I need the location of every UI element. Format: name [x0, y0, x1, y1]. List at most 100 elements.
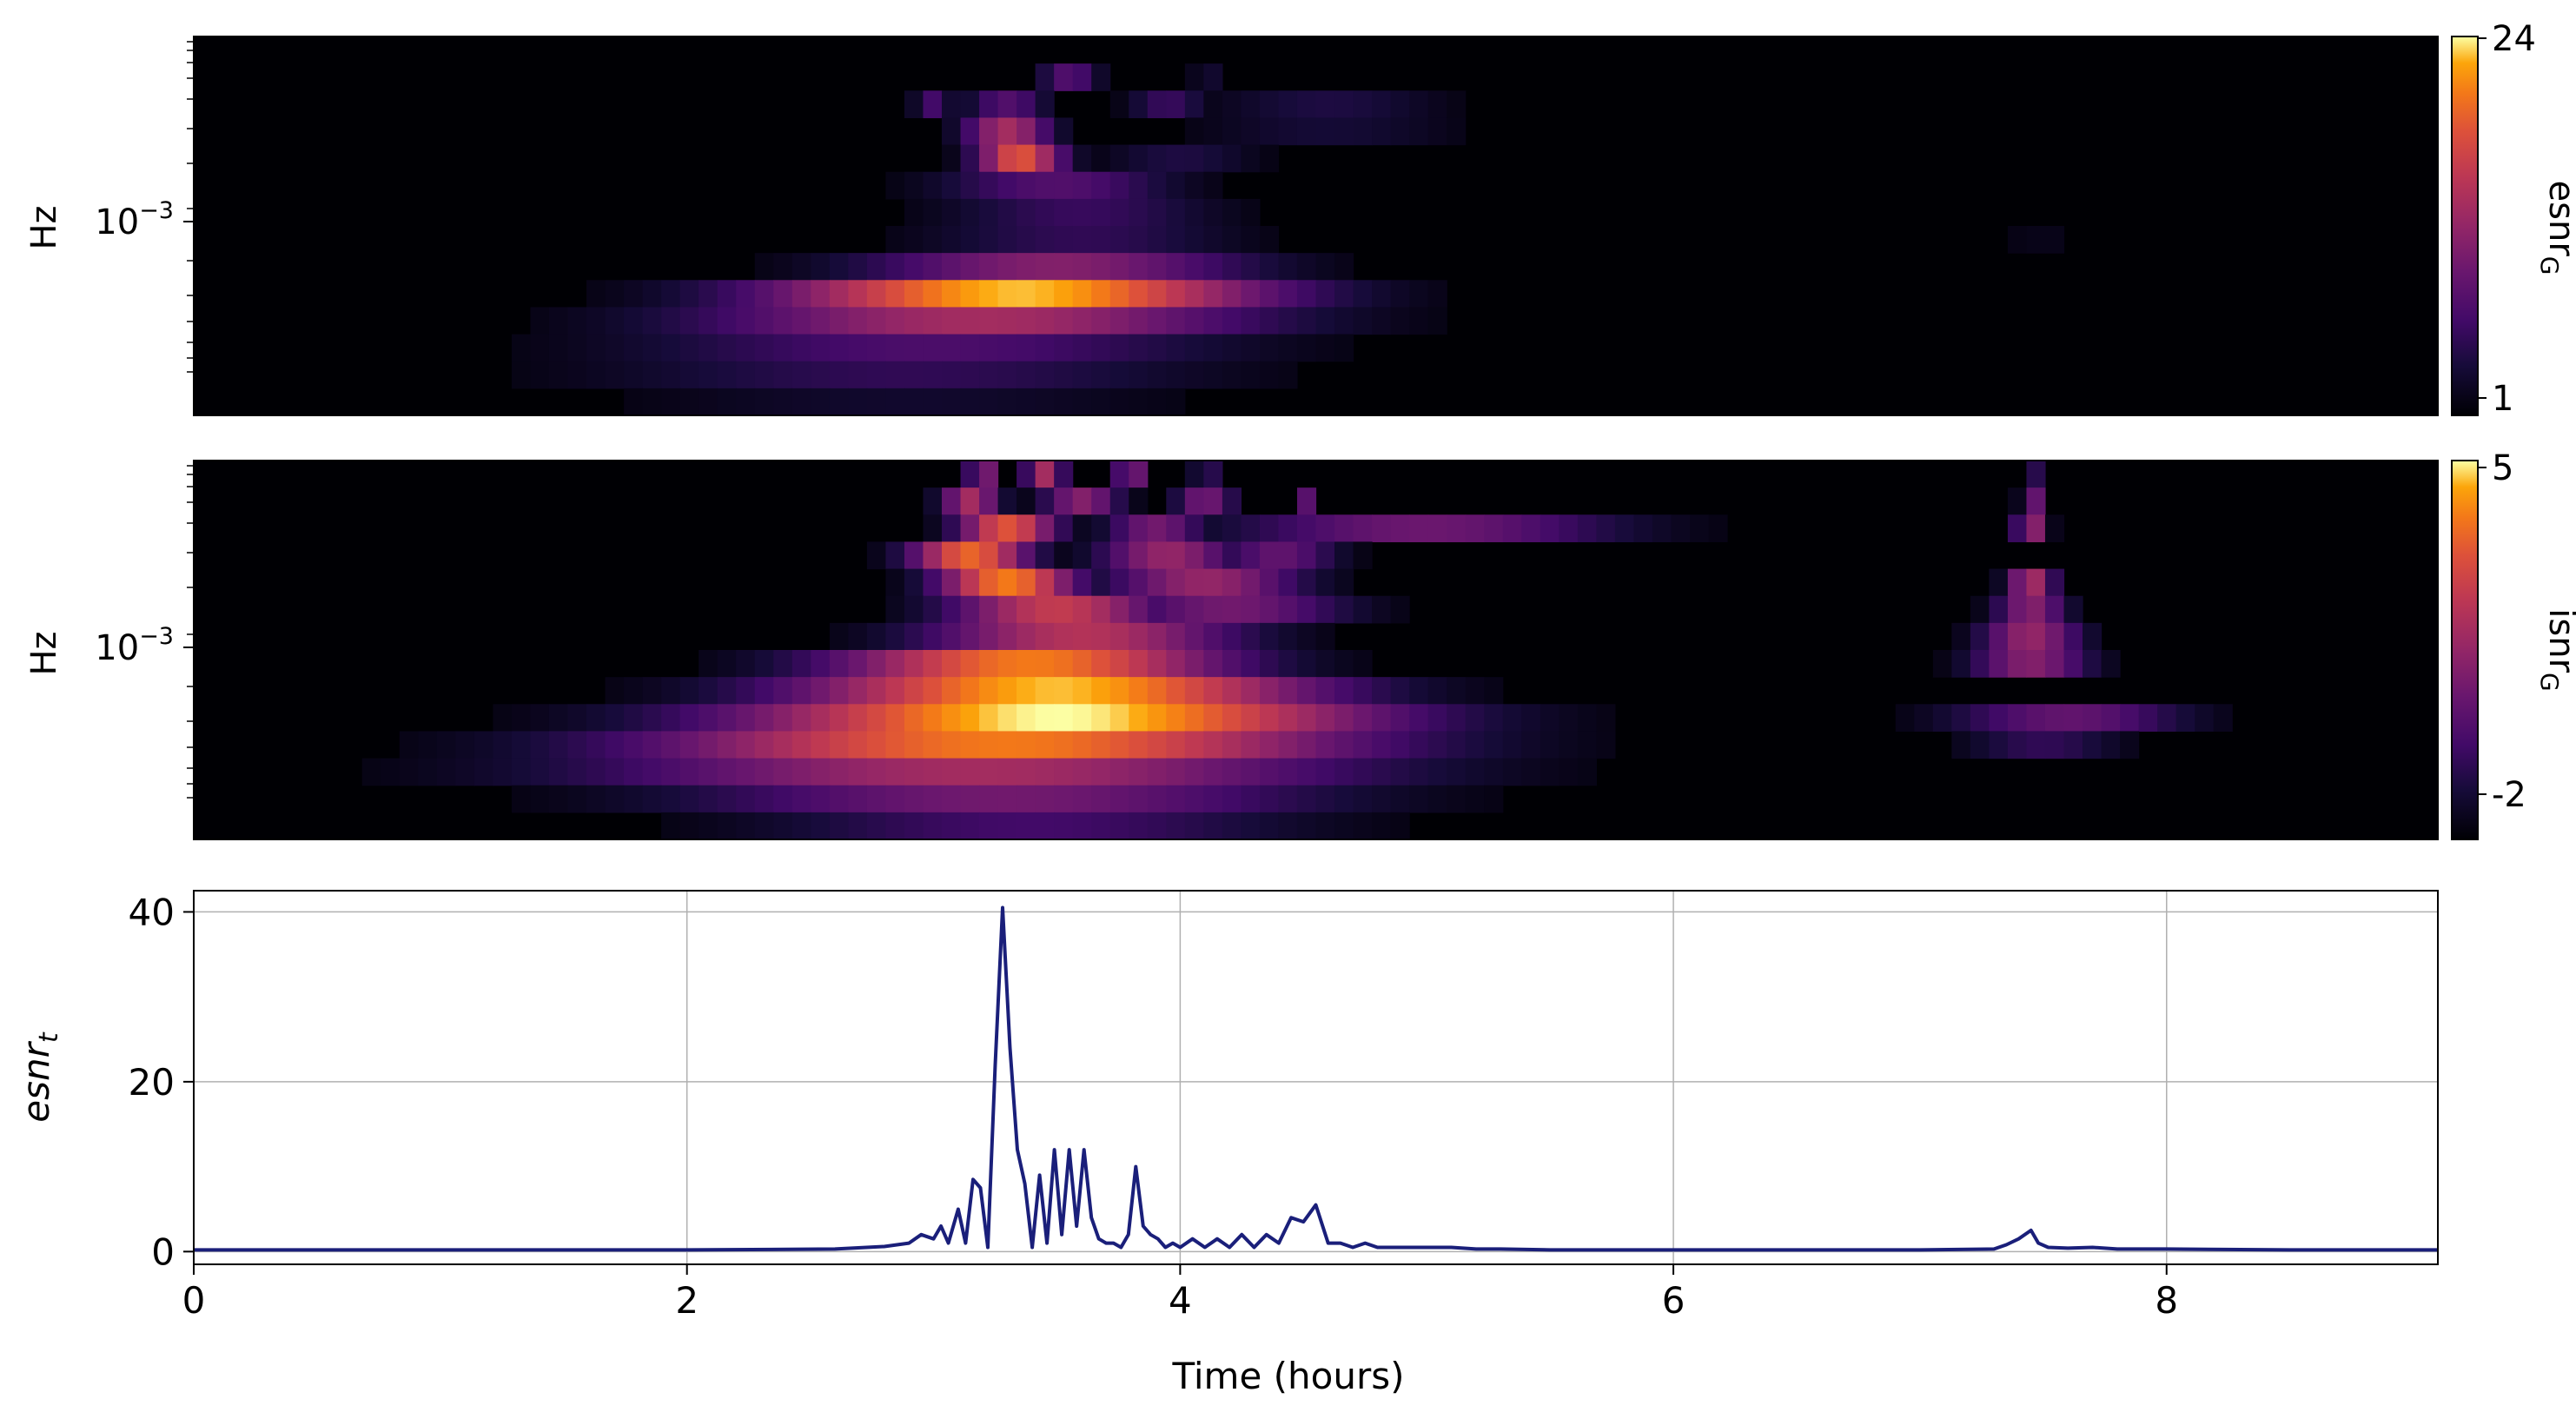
heatmap-cell — [1484, 514, 1504, 543]
heatmap-cell — [960, 144, 980, 173]
heatmap-cell — [1222, 622, 1242, 651]
heatmap-cell — [436, 758, 456, 786]
heatmap-cell — [979, 731, 999, 759]
heatmap-cell — [1147, 307, 1167, 335]
heatmap-cell — [1091, 514, 1111, 543]
heatmap-cell — [1970, 622, 1990, 651]
heatmap-cell — [1184, 117, 1204, 146]
heatmap-cell — [1353, 90, 1373, 119]
heatmap-cell — [942, 144, 962, 173]
axis-ticks: 0 2 4 6 8 0 20 40 — [129, 891, 2179, 1322]
heatmap-cell — [979, 280, 999, 308]
heatmap-cell — [2063, 650, 2083, 678]
heatmap-cell — [1166, 704, 1186, 733]
heatmap-cell — [923, 650, 943, 678]
heatmap-cell — [1147, 144, 1167, 173]
heatmap-cell — [1278, 758, 1298, 786]
heatmap-cell — [1129, 144, 1149, 173]
colorbar-label: isnrG — [2535, 608, 2576, 691]
heatmap-cell — [942, 361, 962, 389]
heatmap-cell — [754, 388, 774, 416]
heatmap-cell — [2026, 487, 2046, 515]
heatmap-cell — [511, 731, 532, 759]
heatmap-cell — [979, 253, 999, 281]
heatmap-cell — [1091, 144, 1111, 173]
heatmap-cell — [1315, 280, 1335, 308]
heatmap-cell — [1035, 514, 1055, 543]
heatmap-cell — [717, 677, 737, 705]
heatmap-cell — [1035, 63, 1055, 91]
heatmap-cell — [717, 704, 737, 733]
heatmap-cell — [1072, 758, 1092, 786]
y-axis-label: esnrt — [15, 1031, 64, 1123]
heatmap-cell — [1109, 785, 1129, 813]
heatmap-cell — [642, 361, 662, 389]
heatmap-cell — [1054, 388, 1074, 416]
colorbar — [2451, 460, 2479, 840]
heatmap-cell — [1315, 622, 1335, 651]
heatmap-cell — [1054, 785, 1074, 813]
heatmap-cell — [1427, 785, 1447, 813]
heatmap-cell — [1372, 90, 1392, 119]
heatmap-cell — [1989, 704, 2009, 733]
heatmap-cell — [642, 388, 662, 416]
heatmap-cell — [624, 388, 644, 416]
heatmap-cell — [1222, 90, 1242, 119]
heatmap-cell — [605, 758, 625, 786]
heatmap-cell — [923, 622, 943, 651]
heatmap-cell — [1222, 650, 1242, 678]
heatmap-cell — [1334, 595, 1354, 624]
heatmap-cell — [1035, 144, 1055, 173]
heatmap-cell — [1652, 514, 1672, 543]
heatmap-cell — [1184, 785, 1204, 813]
heatmap-cell — [1296, 758, 1317, 786]
heatmap-cell — [2083, 731, 2103, 759]
heatmap-cell — [2007, 704, 2028, 733]
heatmap-cell — [1203, 361, 1223, 389]
heatmap-cell — [942, 758, 962, 786]
heatmap-cell — [848, 704, 868, 733]
heatmap-cell — [1409, 307, 1429, 335]
heatmap-cell — [1315, 307, 1335, 335]
heatmap-cell — [1184, 144, 1204, 173]
heatmap-cell — [848, 677, 868, 705]
heatmap-cell — [942, 171, 962, 200]
heatmap-cell — [1390, 307, 1410, 335]
heatmap-cell — [791, 307, 811, 335]
heatmap-cell — [1035, 307, 1055, 335]
heatmap-cell — [530, 307, 550, 335]
heatmap-cell — [1166, 731, 1186, 759]
heatmap-cell — [1334, 253, 1354, 281]
heatmap-cell — [1278, 280, 1298, 308]
heatmap-cell — [904, 731, 924, 759]
heatmap-cell — [642, 704, 662, 733]
heatmap-cell — [1184, 307, 1204, 335]
heatmap-cell — [567, 758, 587, 786]
heatmap-cell — [548, 785, 569, 813]
heatmap-cell — [642, 307, 662, 335]
heatmap-cell — [661, 388, 681, 416]
heatmap-cell — [1465, 677, 1485, 705]
heatmap-cell — [1203, 758, 1223, 786]
heatmap-cell — [1914, 704, 1934, 733]
heatmap-cell — [1129, 568, 1149, 597]
heatmap-cell — [1409, 704, 1429, 733]
heatmap-cell — [1278, 514, 1298, 543]
heatmap-cell — [885, 677, 905, 705]
heatmap-cell — [754, 758, 774, 786]
heatmap-cell — [1129, 514, 1149, 543]
heatmap-cell — [679, 361, 699, 389]
heatmap-cell — [1241, 758, 1261, 786]
heatmap-cell — [904, 253, 924, 281]
heatmap-cell — [1614, 514, 1635, 543]
heatmap-cell — [1147, 280, 1167, 308]
heatmap-cell — [548, 758, 569, 786]
heatmap-cell — [1109, 731, 1129, 759]
heatmap-cell — [1129, 704, 1149, 733]
heatmap-cell — [1596, 731, 1616, 759]
heatmap-cell — [736, 812, 756, 840]
heatmap-cell — [1147, 90, 1167, 119]
heatmap-cell — [1409, 280, 1429, 308]
heatmap-cell — [717, 758, 737, 786]
heatmap-cell — [960, 487, 980, 515]
